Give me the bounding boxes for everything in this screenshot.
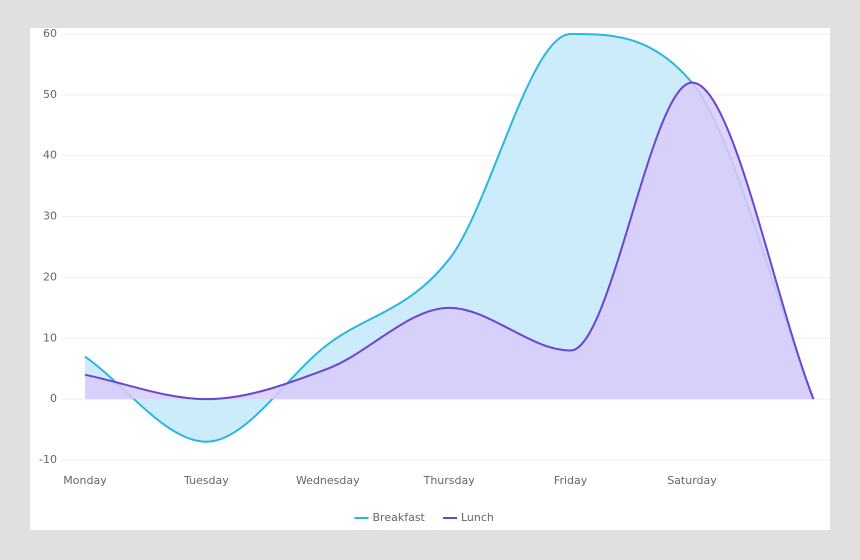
x-tick-label: Wednesday [296,474,360,487]
x-tick-label: Friday [554,474,588,487]
x-tick-label: Saturday [667,474,717,487]
y-tick-label: 0 [50,392,57,405]
legend-label: Breakfast [373,511,426,524]
legend-label: Lunch [461,511,494,524]
x-tick-label: Thursday [423,474,476,487]
area [85,82,814,400]
y-tick-label: -10 [39,453,57,466]
x-tick-label: Monday [63,474,107,487]
y-tick-label: 10 [43,331,57,344]
y-tick-label: 50 [43,88,57,101]
y-tick-label: 20 [43,270,57,283]
line [84,81,815,401]
x-tick-label: Tuesday [183,474,229,487]
y-tick-label: 40 [43,149,57,162]
y-tick-label: 30 [43,210,57,223]
y-tick-label: 60 [43,27,57,40]
